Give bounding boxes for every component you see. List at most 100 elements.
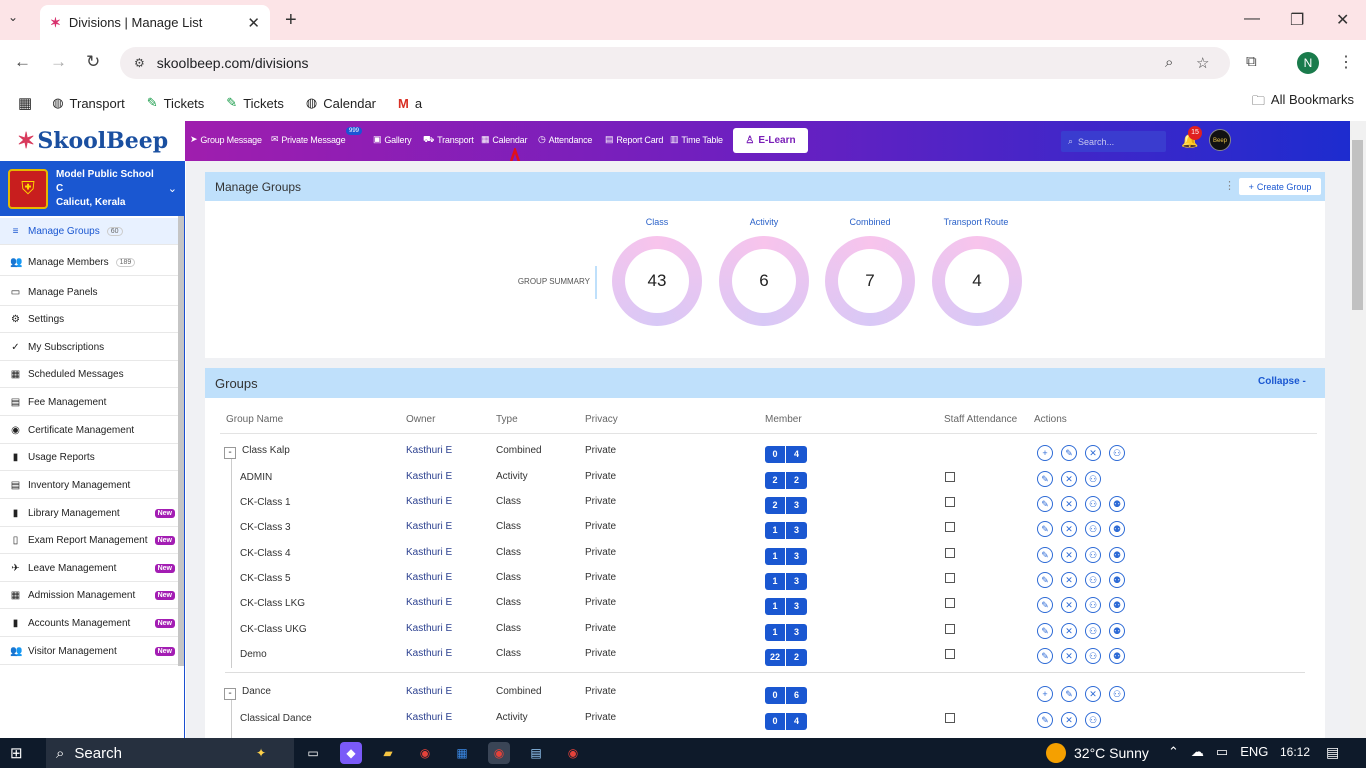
- nav-private-message[interactable]: ✉ Private Message: [271, 134, 346, 145]
- cloud-icon[interactable]: ☁: [1190, 744, 1204, 759]
- members-icon[interactable]: ⚇: [1085, 521, 1101, 537]
- site-info-icon[interactable]: ⚙: [134, 56, 145, 70]
- add-member-icon[interactable]: ⚉: [1109, 648, 1125, 664]
- staff-attendance-checkbox[interactable]: [945, 548, 955, 558]
- sidebar-item-8[interactable]: ▮ Usage Reports: [0, 444, 178, 471]
- delete-icon[interactable]: ✕: [1085, 445, 1101, 461]
- expand-toggle[interactable]: -: [224, 688, 236, 700]
- group-name[interactable]: Classical Dance: [240, 713, 312, 724]
- group-name[interactable]: ADMIN: [240, 472, 273, 483]
- sidebar-item-6[interactable]: ▤ Fee Management: [0, 389, 178, 416]
- file-explorer-icon[interactable]: ▰: [383, 746, 393, 760]
- copilot-icon[interactable]: ◆: [340, 742, 362, 764]
- delete-icon[interactable]: ✕: [1061, 572, 1077, 588]
- sidebar-item-9[interactable]: ▤ Inventory Management: [0, 472, 178, 499]
- add-member-icon[interactable]: ⚉: [1109, 496, 1125, 512]
- sidebar-item-1[interactable]: 👥 Manage Members 189: [0, 249, 178, 276]
- edit-icon[interactable]: ✎: [1037, 712, 1053, 728]
- chevron-down-icon[interactable]: ⌄: [167, 183, 177, 195]
- staff-attendance-checkbox[interactable]: [945, 649, 955, 659]
- staff-attendance-checkbox[interactable]: [945, 624, 955, 634]
- edit-icon[interactable]: ✎: [1061, 686, 1077, 702]
- bookmark-calendar[interactable]: ◍ Calendar: [305, 95, 377, 111]
- staff-attendance-checkbox[interactable]: [945, 497, 955, 507]
- browser-menu-icon[interactable]: ⋮: [1338, 54, 1354, 71]
- minimize-icon[interactable]: —: [1244, 10, 1260, 27]
- copilot-sparkle-icon[interactable]: ✦: [255, 746, 267, 760]
- url-text[interactable]: skoolbeep.com/divisions: [156, 55, 309, 71]
- language-indicator[interactable]: ENG: [1240, 744, 1269, 759]
- bookmark-tickets-1[interactable]: ✎ Tickets: [146, 95, 205, 111]
- summary-donut-activity[interactable]: 6: [719, 236, 809, 326]
- edit-icon[interactable]: ✎: [1037, 496, 1053, 512]
- extensions-icon[interactable]: ⧉: [1246, 53, 1257, 70]
- chevron-up-icon[interactable]: ⌃: [1168, 744, 1179, 759]
- nav-calendar[interactable]: ▦ Calendar: [481, 134, 528, 145]
- nav-transport[interactable]: ⛟ Transport: [423, 134, 474, 145]
- sidebar-item-4[interactable]: ✓ My Subscriptions: [0, 334, 178, 361]
- taskbar-search[interactable]: ⌕ Search: [46, 738, 294, 768]
- group-name[interactable]: Class Kalp: [242, 445, 290, 456]
- sidebar-item-13[interactable]: ▦ Admission Management New: [0, 582, 178, 609]
- all-bookmarks[interactable]: 🗀 All Bookmarks: [1252, 92, 1354, 114]
- clock[interactable]: 16:12: [1280, 745, 1311, 759]
- chrome-icon[interactable]: ◉: [419, 746, 431, 760]
- members-icon[interactable]: ⚇: [1085, 547, 1101, 563]
- group-name[interactable]: Demo: [240, 649, 267, 660]
- delete-icon[interactable]: ✕: [1061, 496, 1077, 512]
- browser-tab[interactable]: ✶ Divisions | Manage List ✕: [40, 5, 270, 40]
- close-window-icon[interactable]: ✕: [1336, 12, 1350, 29]
- members-icon[interactable]: ⚇: [1109, 445, 1125, 461]
- members-icon[interactable]: ⚇: [1109, 686, 1125, 702]
- members-icon[interactable]: ⚇: [1085, 712, 1101, 728]
- nav-attendance[interactable]: ◷ Attendance: [538, 134, 593, 145]
- group-name[interactable]: CK-Class 4: [240, 548, 291, 559]
- profile-avatar[interactable]: N: [1297, 52, 1319, 74]
- sidebar-item-15[interactable]: 👥 Visitor Management New: [0, 638, 178, 665]
- members-icon[interactable]: ⚇: [1085, 572, 1101, 588]
- bookmark-tickets-2[interactable]: ✎ Tickets: [226, 95, 284, 111]
- apps-grid-icon[interactable]: ▦: [18, 95, 33, 112]
- delete-icon[interactable]: ✕: [1061, 521, 1077, 537]
- delete-icon[interactable]: ✕: [1061, 597, 1077, 613]
- sidebar-item-3[interactable]: ⚙ Settings: [0, 306, 178, 333]
- add-member-icon[interactable]: ⚉: [1109, 547, 1125, 563]
- notepad-icon[interactable]: ▤: [530, 746, 542, 760]
- collapse-button[interactable]: Collapse -: [1258, 376, 1306, 387]
- notification-center-icon[interactable]: ▤: [1326, 744, 1340, 760]
- edit-icon[interactable]: ✎: [1037, 648, 1053, 664]
- add-member-icon[interactable]: ⚉: [1109, 521, 1125, 537]
- staff-attendance-checkbox[interactable]: [945, 472, 955, 482]
- add-member-icon[interactable]: ⚉: [1109, 572, 1125, 588]
- more-options-icon[interactable]: ⋮: [1224, 180, 1235, 192]
- sidebar-scrollbar[interactable]: [178, 216, 184, 666]
- weather-widget[interactable]: 32°C Sunny: [1046, 743, 1149, 763]
- elearn-button[interactable]: ♙ E-Learn: [733, 128, 808, 153]
- staff-attendance-checkbox[interactable]: [945, 522, 955, 532]
- add-member-icon[interactable]: ⚉: [1109, 623, 1125, 639]
- staff-attendance-checkbox[interactable]: [945, 598, 955, 608]
- sidebar-item-5[interactable]: ▦ Scheduled Messages: [0, 361, 178, 388]
- sidebar-item-2[interactable]: ▭ Manage Panels: [0, 279, 178, 306]
- tab-search-icon[interactable]: ⌄: [8, 10, 19, 24]
- sidebar-item-11[interactable]: ▯ Exam Report Management New: [0, 527, 178, 554]
- delete-icon[interactable]: ✕: [1085, 686, 1101, 702]
- nav-gallery[interactable]: ▣ Gallery: [373, 134, 412, 145]
- chrome-profile-icon[interactable]: ◉: [567, 746, 579, 760]
- skoolbeep-logo[interactable]: ✶ SkoolBeep: [0, 121, 185, 161]
- reload-icon[interactable]: ↻: [86, 52, 101, 71]
- sidebar-item-0[interactable]: ≡ Manage Groups 60: [0, 218, 178, 245]
- edit-icon[interactable]: ✎: [1037, 471, 1053, 487]
- create-group-button[interactable]: + Create Group: [1239, 178, 1321, 195]
- members-icon[interactable]: ⚇: [1085, 597, 1101, 613]
- page-scrollbar-thumb[interactable]: [1352, 140, 1363, 310]
- members-icon[interactable]: ⚇: [1085, 471, 1101, 487]
- chrome-active-icon[interactable]: ◉: [488, 742, 510, 764]
- edit-icon[interactable]: ✎: [1037, 547, 1053, 563]
- nav-group-message[interactable]: ➤ Group Message: [190, 134, 262, 145]
- nav-time-table[interactable]: ▥ Time Table: [670, 134, 723, 145]
